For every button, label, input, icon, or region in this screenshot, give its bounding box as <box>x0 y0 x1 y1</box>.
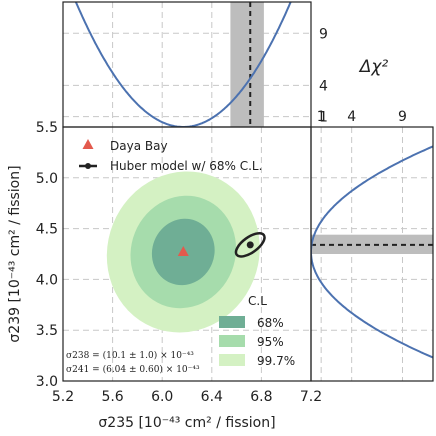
right-panel-x-ticks: 1 4 9 <box>317 109 407 125</box>
right-x-tick-2: 9 <box>398 109 407 125</box>
cl-swatch-68 <box>219 316 245 328</box>
cl-swatch-99.7 <box>219 354 245 366</box>
legend-huber-label: Huber model w/ 68% C.L. <box>110 159 262 173</box>
main-x-tick-1: 5.6 <box>101 389 123 405</box>
right-x-tick-0: 1 <box>317 109 326 125</box>
main-x-tick-3: 6.4 <box>201 389 223 405</box>
legend-daya-bay-label: Daya Bay <box>110 139 168 153</box>
cl-label-99.7: 99.7% <box>257 354 295 368</box>
x-axis-label: σ235 [10⁻⁴³ cm² / fission] <box>98 415 275 431</box>
legend-daya-bay-marker <box>82 139 94 149</box>
right-panel: 1 4 9 <box>311 109 433 382</box>
top-panel-y-ticks: 1 4 9 <box>319 26 328 125</box>
cl-legend-title: C.L <box>248 294 267 308</box>
top-y-tick-1: 4 <box>319 78 328 94</box>
main-y-tick-5: 5.5 <box>36 120 58 136</box>
cl-legend: C.L 68% 95% 99.7% <box>219 294 295 368</box>
main-panel-frame <box>62 126 312 382</box>
main-panel: 5.2 5.6 6.0 6.4 6.8 7.2 3.0 3.5 4.0 4.5 5.0 5.5 <box>36 120 322 405</box>
main-x-tick-4: 6.8 <box>250 389 272 405</box>
main-y-tick-3: 4.5 <box>36 222 58 238</box>
huber-model-point <box>246 241 254 249</box>
main-x-tick-5: 7.2 <box>300 389 322 405</box>
cl-swatch-95 <box>219 335 245 347</box>
delta-chi2-label: Δχ² <box>358 57 389 77</box>
huber-model-ellipse <box>234 231 266 258</box>
main-y-tick-2: 4.0 <box>36 272 58 288</box>
right-panel-huber-band <box>311 234 433 254</box>
annotation-sigma-238: σ238 = (10.1 ± 1.0) × 10⁻⁴³ <box>66 350 194 361</box>
main-x-ticks: 5.2 5.6 6.0 6.4 6.8 7.2 <box>52 389 322 405</box>
main-y-tick-1: 3.5 <box>36 323 58 339</box>
annotation-sigma-241: σ241 = (6.04 ± 0.60) × 10⁻⁴³ <box>66 364 200 375</box>
legend-huber-marker-dot <box>85 163 91 169</box>
right-panel-delta-chi2-curve <box>311 145 433 359</box>
cl-label-68: 68% <box>257 316 284 330</box>
legend: Daya Bay Huber model w/ 68% C.L. <box>79 139 262 173</box>
right-x-tick-1: 4 <box>347 109 356 125</box>
y-axis-label: σ239 [10⁻⁴³ cm² / fission] <box>7 165 23 342</box>
main-y-tick-4: 5.0 <box>36 171 58 187</box>
daya-bay-point <box>177 245 189 256</box>
main-x-tick-0: 5.2 <box>52 389 74 405</box>
cl-label-95: 95% <box>257 335 284 349</box>
main-x-tick-2: 6.0 <box>151 389 173 405</box>
top-y-tick-0: 1 <box>319 110 328 126</box>
main-y-tick-0: 3.0 <box>36 374 58 390</box>
top-y-tick-2: 9 <box>319 26 328 42</box>
main-y-ticks: 3.0 3.5 4.0 4.5 5.0 5.5 <box>36 120 58 390</box>
top-panel: 1 4 9 <box>62 2 328 127</box>
